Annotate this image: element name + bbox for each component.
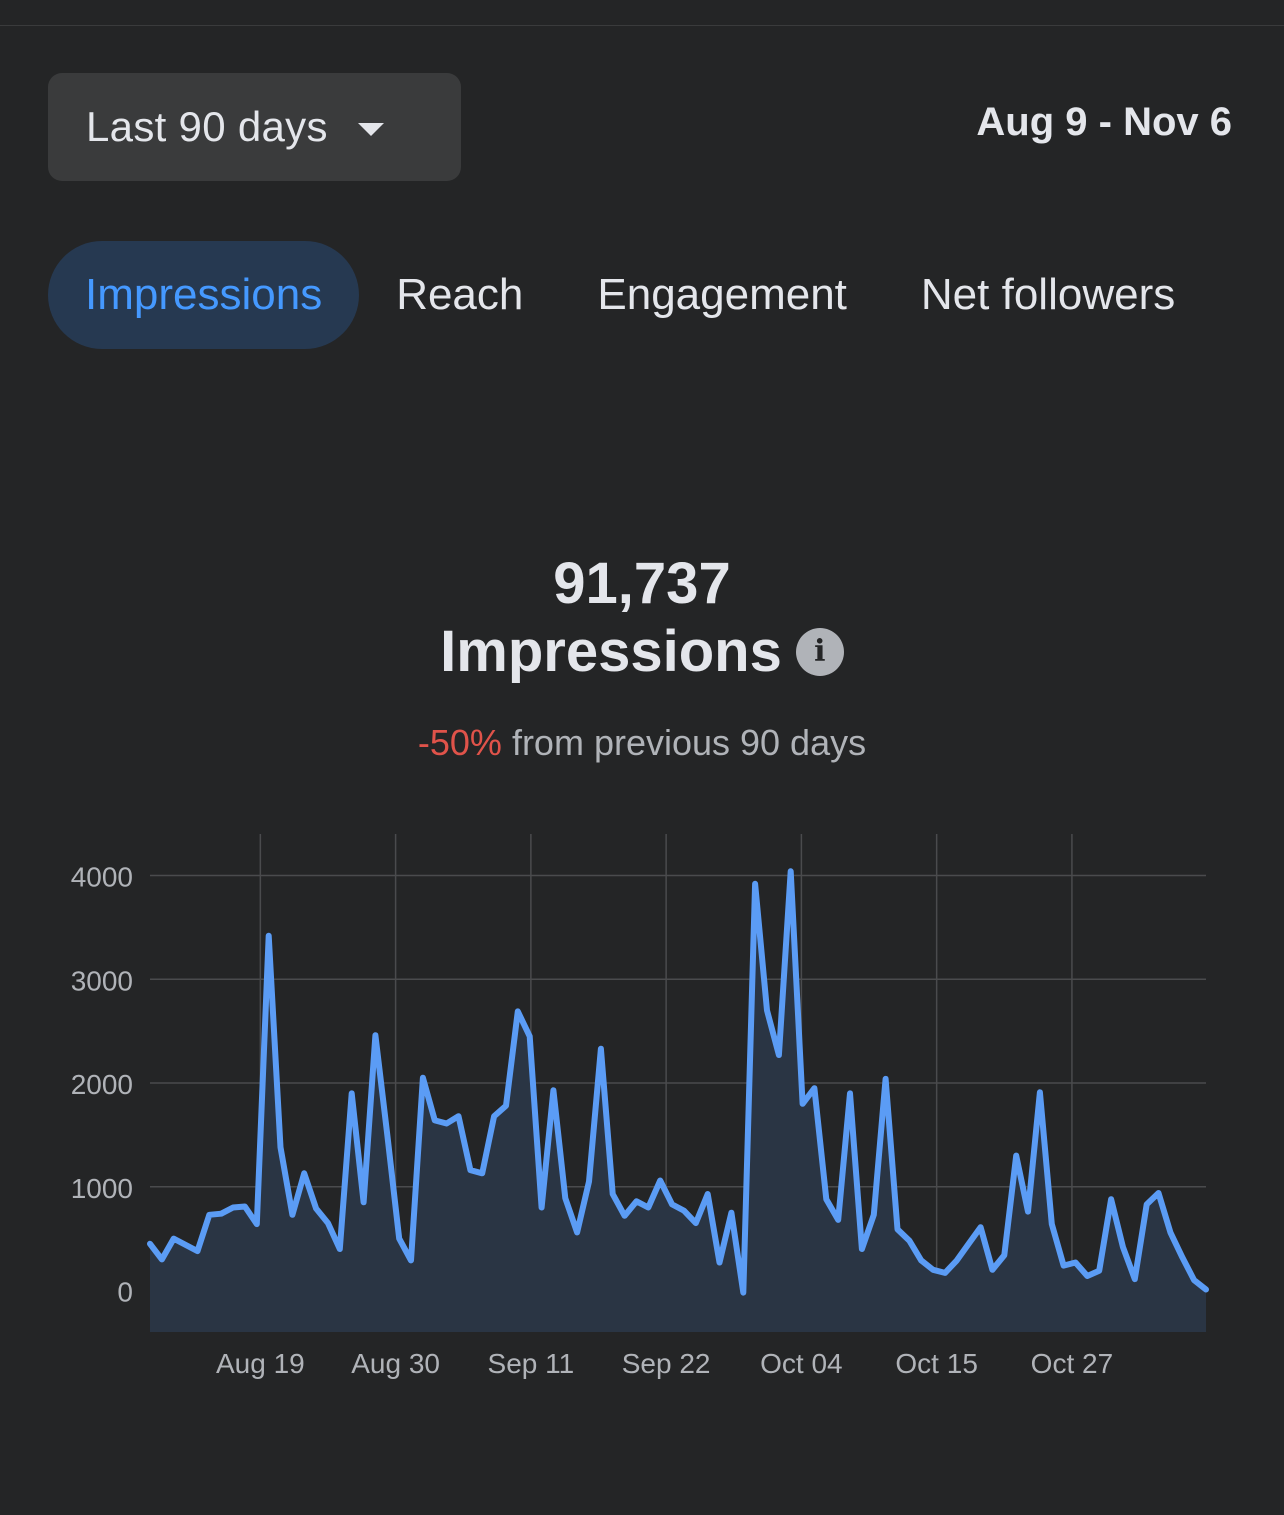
change-description: from previous 90 days — [511, 722, 867, 763]
date-range-dropdown[interactable]: Last 90 days — [48, 73, 461, 181]
y-tick-label-1: 1000 — [71, 1173, 133, 1204]
y-tick-label-0: 0 — [117, 1277, 133, 1308]
x-tick-label-3: Sep 22 — [622, 1348, 711, 1379]
date-range-text: Aug 9 - Nov 6 — [976, 100, 1232, 144]
change-percent: -50% — [417, 722, 502, 763]
y-tick-label-4: 4000 — [71, 862, 133, 893]
info-icon[interactable]: i — [795, 627, 844, 676]
metric-title-row: Impressions i — [0, 618, 1284, 685]
tab-net-followers[interactable]: Net followers — [920, 270, 1176, 319]
x-tick-label-4: Oct 04 — [760, 1348, 842, 1379]
change-summary: -50% from previous 90 days — [0, 722, 1284, 764]
x-tick-label-0: Aug 19 — [216, 1348, 305, 1379]
x-tick-label-6: Oct 27 — [1031, 1348, 1113, 1379]
tab-reach[interactable]: Reach — [396, 270, 524, 319]
x-tick-label-1: Aug 30 — [351, 1348, 440, 1379]
total-impressions-value: 91,737 — [553, 551, 731, 616]
metric-tabs: Impressions Reach Engagement Net followers — [48, 241, 1238, 349]
y-axis-labels: 0 1000 2000 3000 4000 — [71, 862, 133, 1308]
tab-engagement[interactable]: Engagement — [597, 270, 847, 319]
tab-impressions[interactable]: Impressions — [48, 241, 360, 349]
metric-title: Impressions — [440, 619, 782, 684]
chevron-down-icon — [357, 122, 384, 136]
y-tick-label-2: 2000 — [71, 1069, 133, 1100]
impressions-chart: 0 1000 2000 3000 4000 Aug 19 Aug 30 Sep 11 Sep … — [71, 834, 1209, 1379]
x-axis-labels: Aug 19 Aug 30 Sep 11 Sep 22 Oct 04 Oct 15 Oct … — [216, 1348, 1113, 1379]
x-tick-label-2: Sep 11 — [488, 1348, 575, 1379]
y-tick-label-3: 3000 — [71, 965, 133, 996]
top-divider — [0, 0, 1284, 26]
impressions-area — [150, 871, 1206, 1332]
x-tick-label-5: Oct 15 — [895, 1348, 977, 1379]
impressions-line — [147, 868, 1209, 1296]
date-range-dropdown-label: Last 90 days — [86, 103, 328, 150]
